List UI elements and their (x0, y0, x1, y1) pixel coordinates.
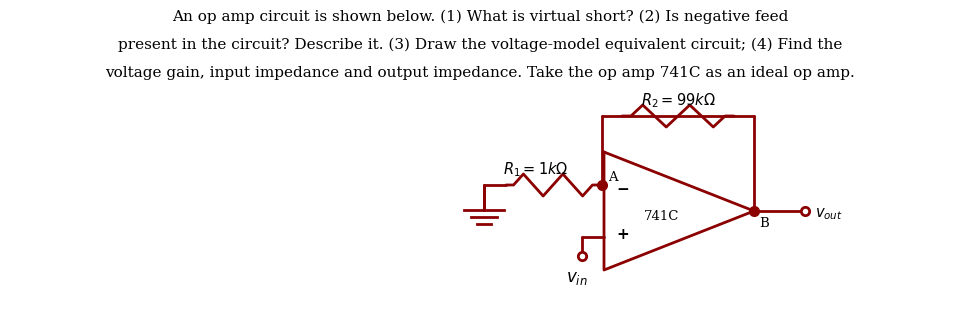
Text: −: − (616, 182, 629, 198)
Text: +: + (616, 227, 629, 242)
Text: A: A (608, 171, 617, 184)
Text: $v_{out}$: $v_{out}$ (815, 206, 843, 222)
Text: present in the circuit? Describe it. (3) Draw the voltage-model equivalent circu: present in the circuit? Describe it. (3)… (118, 38, 842, 52)
Text: voltage gain, input impedance and output impedance. Take the op amp 741C as an i: voltage gain, input impedance and output… (106, 66, 854, 80)
Text: $R_1 = 1k\Omega$: $R_1 = 1k\Omega$ (503, 160, 568, 179)
Text: $v_{in}$: $v_{in}$ (566, 270, 588, 287)
Text: 741C: 741C (644, 210, 680, 223)
Text: $R_2 = 99k\Omega$: $R_2 = 99k\Omega$ (640, 91, 715, 110)
Text: An op amp circuit is shown below. (1) What is virtual short? (2) Is negative fee: An op amp circuit is shown below. (1) Wh… (172, 10, 788, 24)
Text: B: B (759, 217, 769, 230)
